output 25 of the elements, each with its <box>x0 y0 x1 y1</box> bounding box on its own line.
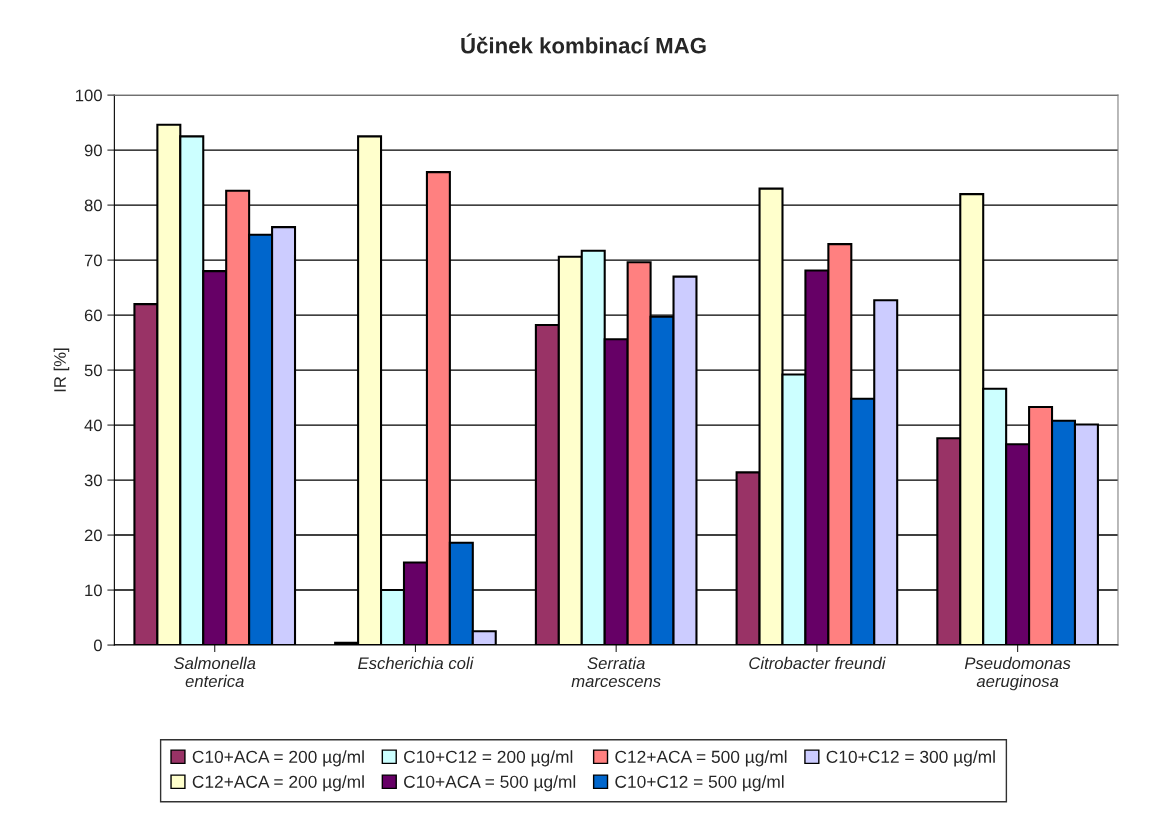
legend-label: C10+ACA = 500 µg/ml <box>404 775 576 792</box>
y-tick-label: 40 <box>84 419 102 432</box>
x-tick-label: Salmonella enterica <box>173 656 256 688</box>
y-tick-label: 50 <box>84 364 102 377</box>
x-tick-label: Citrobacter freundi <box>749 656 886 670</box>
y-tick-label: 100 <box>76 89 102 102</box>
y-tick-label: 80 <box>84 199 102 212</box>
y-tick-label: 0 <box>93 639 102 652</box>
y-tick-label: 60 <box>84 309 102 322</box>
y-tick-label: 20 <box>84 529 102 542</box>
y-tick-label: 10 <box>85 584 102 597</box>
chart-title: Účinek kombinací MAG <box>461 33 706 54</box>
y-tick-label: 30 <box>84 474 102 487</box>
legend-label: C10+C12 = 200 µg/ml <box>404 750 573 767</box>
y-axis-title: IR [%] <box>53 348 70 392</box>
y-tick-label: 90 <box>84 144 102 157</box>
y-tick-label: 70 <box>84 254 102 267</box>
legend-label: C12+ACA = 500 µg/ml <box>615 750 787 767</box>
legend-label: C10+ACA = 200 µg/ml <box>192 750 364 767</box>
legend-label: C10+C12 = 300 µg/ml <box>826 750 995 767</box>
x-tick-label: Serratia marcescens <box>571 656 661 688</box>
x-tick-label: Escherichia coli <box>358 656 474 670</box>
legend-label: C12+ACA = 200 µg/ml <box>192 775 364 792</box>
legend-label: C10+C12 = 500 µg/ml <box>615 775 784 792</box>
x-tick-label: Pseudomonas aeruginosa <box>964 656 1071 691</box>
